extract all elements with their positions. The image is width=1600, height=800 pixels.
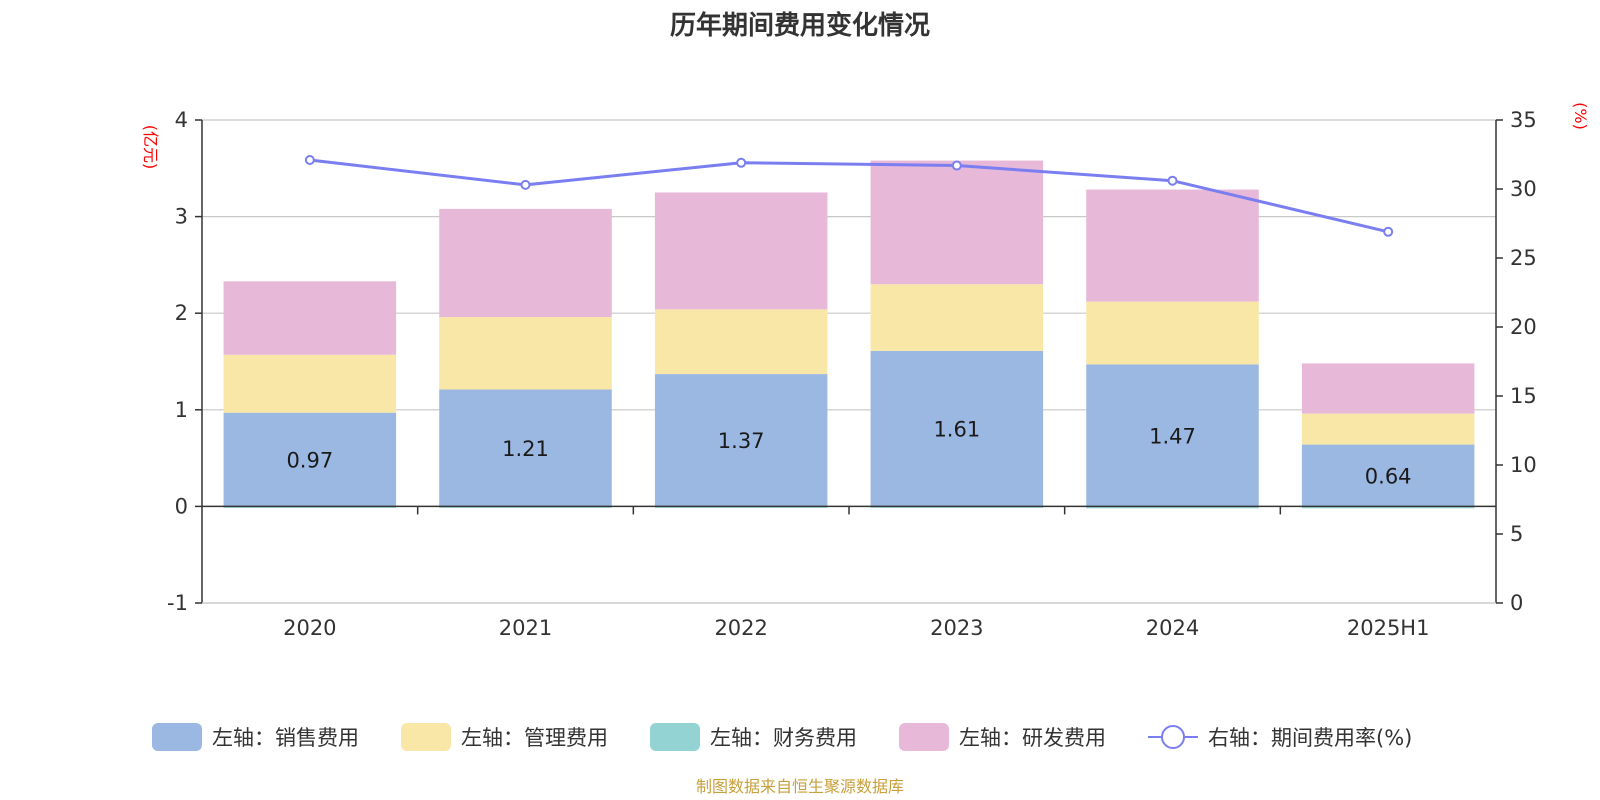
legend-swatch xyxy=(899,723,949,751)
x-category-label: 2020 xyxy=(283,616,336,640)
right-tick-label: 30 xyxy=(1510,177,1537,201)
left-tick-label: 3 xyxy=(175,205,188,229)
right-tick-label: 25 xyxy=(1510,246,1537,270)
x-category-label: 2021 xyxy=(499,616,552,640)
bar-segment-2-5 xyxy=(1301,506,1475,509)
bar-segment-0-3 xyxy=(870,350,1044,507)
ratio-line-point xyxy=(304,155,315,166)
legend-item[interactable]: 左轴：研发费用 xyxy=(899,723,1106,751)
legend-marker xyxy=(1161,725,1185,749)
right-axis-unit: (%) xyxy=(1571,102,1590,130)
data-source-note: 制图数据来自恒生聚源数据库 xyxy=(696,777,904,796)
axes: -1 0 1 2 3 4 0 5 10 15 20 25 30 35 2020 2021 2022 2023 202… xyxy=(167,108,1537,640)
legend-item[interactable]: 左轴：财务费用 xyxy=(650,723,857,751)
bar-segment-1-4 xyxy=(1086,301,1259,365)
legend: 左轴：销售费用 左轴：管理费用 左轴：财务费用 左轴：研发费用 右轴：期间费用率(%) xyxy=(152,723,1412,751)
left-axis-unit: (亿元) xyxy=(141,125,160,170)
bar-data-labels: 0.97 1.21 1.37 1.61 1.47 0.64 xyxy=(286,418,1411,489)
bar-value-label: 1.21 xyxy=(502,437,549,461)
ratio-line-point xyxy=(520,179,531,190)
right-tick-label: 5 xyxy=(1510,522,1523,546)
legend-swatch xyxy=(401,723,451,751)
bar-value-label: 0.64 xyxy=(1365,464,1412,488)
bar-value-label: 1.61 xyxy=(933,418,980,442)
bar-segment-1-5 xyxy=(1301,413,1475,445)
ratio-line-point xyxy=(951,160,962,171)
right-tick-label: 0 xyxy=(1510,591,1523,615)
right-tick-label: 15 xyxy=(1510,384,1537,408)
bar-value-label: 1.37 xyxy=(718,429,765,453)
ratio-line-point xyxy=(1383,226,1394,237)
x-category-label: 2025H1 xyxy=(1347,616,1430,640)
ratio-line-point xyxy=(736,157,747,168)
bar-segment-0-1 xyxy=(439,389,612,507)
bar-segment-3-3 xyxy=(870,160,1044,285)
x-category-label: 2024 xyxy=(1146,616,1199,640)
bar-segment-1-0 xyxy=(223,354,397,413)
bar-segment-3-1 xyxy=(439,208,612,318)
legend-label: 右轴：期间费用率(%) xyxy=(1208,726,1412,750)
bar-segment-1-3 xyxy=(870,284,1044,351)
x-category-label: 2022 xyxy=(714,616,767,640)
left-tick-label: 2 xyxy=(175,301,188,325)
bar-segment-3-5 xyxy=(1301,363,1475,414)
bar-value-label: 0.97 xyxy=(286,449,333,473)
left-tick-label: 4 xyxy=(175,108,188,132)
bar-segment-0-4 xyxy=(1086,364,1259,507)
bar-segment-1-2 xyxy=(654,309,828,375)
legend-label: 左轴：财务费用 xyxy=(710,726,857,750)
legend-swatch xyxy=(650,723,700,751)
left-tick-label: 1 xyxy=(175,398,188,422)
left-tick-label: 0 xyxy=(175,494,188,518)
bar-segment-0-5 xyxy=(1301,444,1475,507)
ratio-line-point xyxy=(1167,175,1178,186)
bar-segment-3-4 xyxy=(1086,189,1259,302)
legend-label: 左轴：销售费用 xyxy=(212,726,359,750)
bar-segment-2-4 xyxy=(1086,506,1259,509)
legend-label: 左轴：管理费用 xyxy=(461,726,608,750)
bar-segment-0-2 xyxy=(654,374,828,507)
legend-item[interactable]: 左轴：销售费用 xyxy=(152,723,359,751)
right-tick-label: 10 xyxy=(1510,453,1537,477)
ratio-line xyxy=(309,158,1389,234)
left-tick-label: -1 xyxy=(167,591,188,615)
legend-swatch xyxy=(152,723,202,751)
bar-segment-1-1 xyxy=(439,317,612,390)
right-tick-label: 20 xyxy=(1510,315,1537,339)
x-category-label: 2023 xyxy=(930,616,983,640)
ratio-line-series xyxy=(304,155,1394,237)
bar-segment-3-0 xyxy=(223,281,397,355)
legend-item[interactable]: 左轴：管理费用 xyxy=(401,723,608,751)
bar-series xyxy=(223,160,1475,509)
legend-item[interactable]: 右轴：期间费用率(%) xyxy=(1148,725,1412,750)
legend-label: 左轴：研发费用 xyxy=(959,726,1106,750)
right-tick-label: 35 xyxy=(1510,108,1537,132)
bar-value-label: 1.47 xyxy=(1149,424,1196,448)
bar-segment-3-2 xyxy=(654,192,828,310)
chart-title: 历年期间费用变化情况 xyxy=(670,10,930,41)
bar-segment-0-0 xyxy=(223,412,397,507)
